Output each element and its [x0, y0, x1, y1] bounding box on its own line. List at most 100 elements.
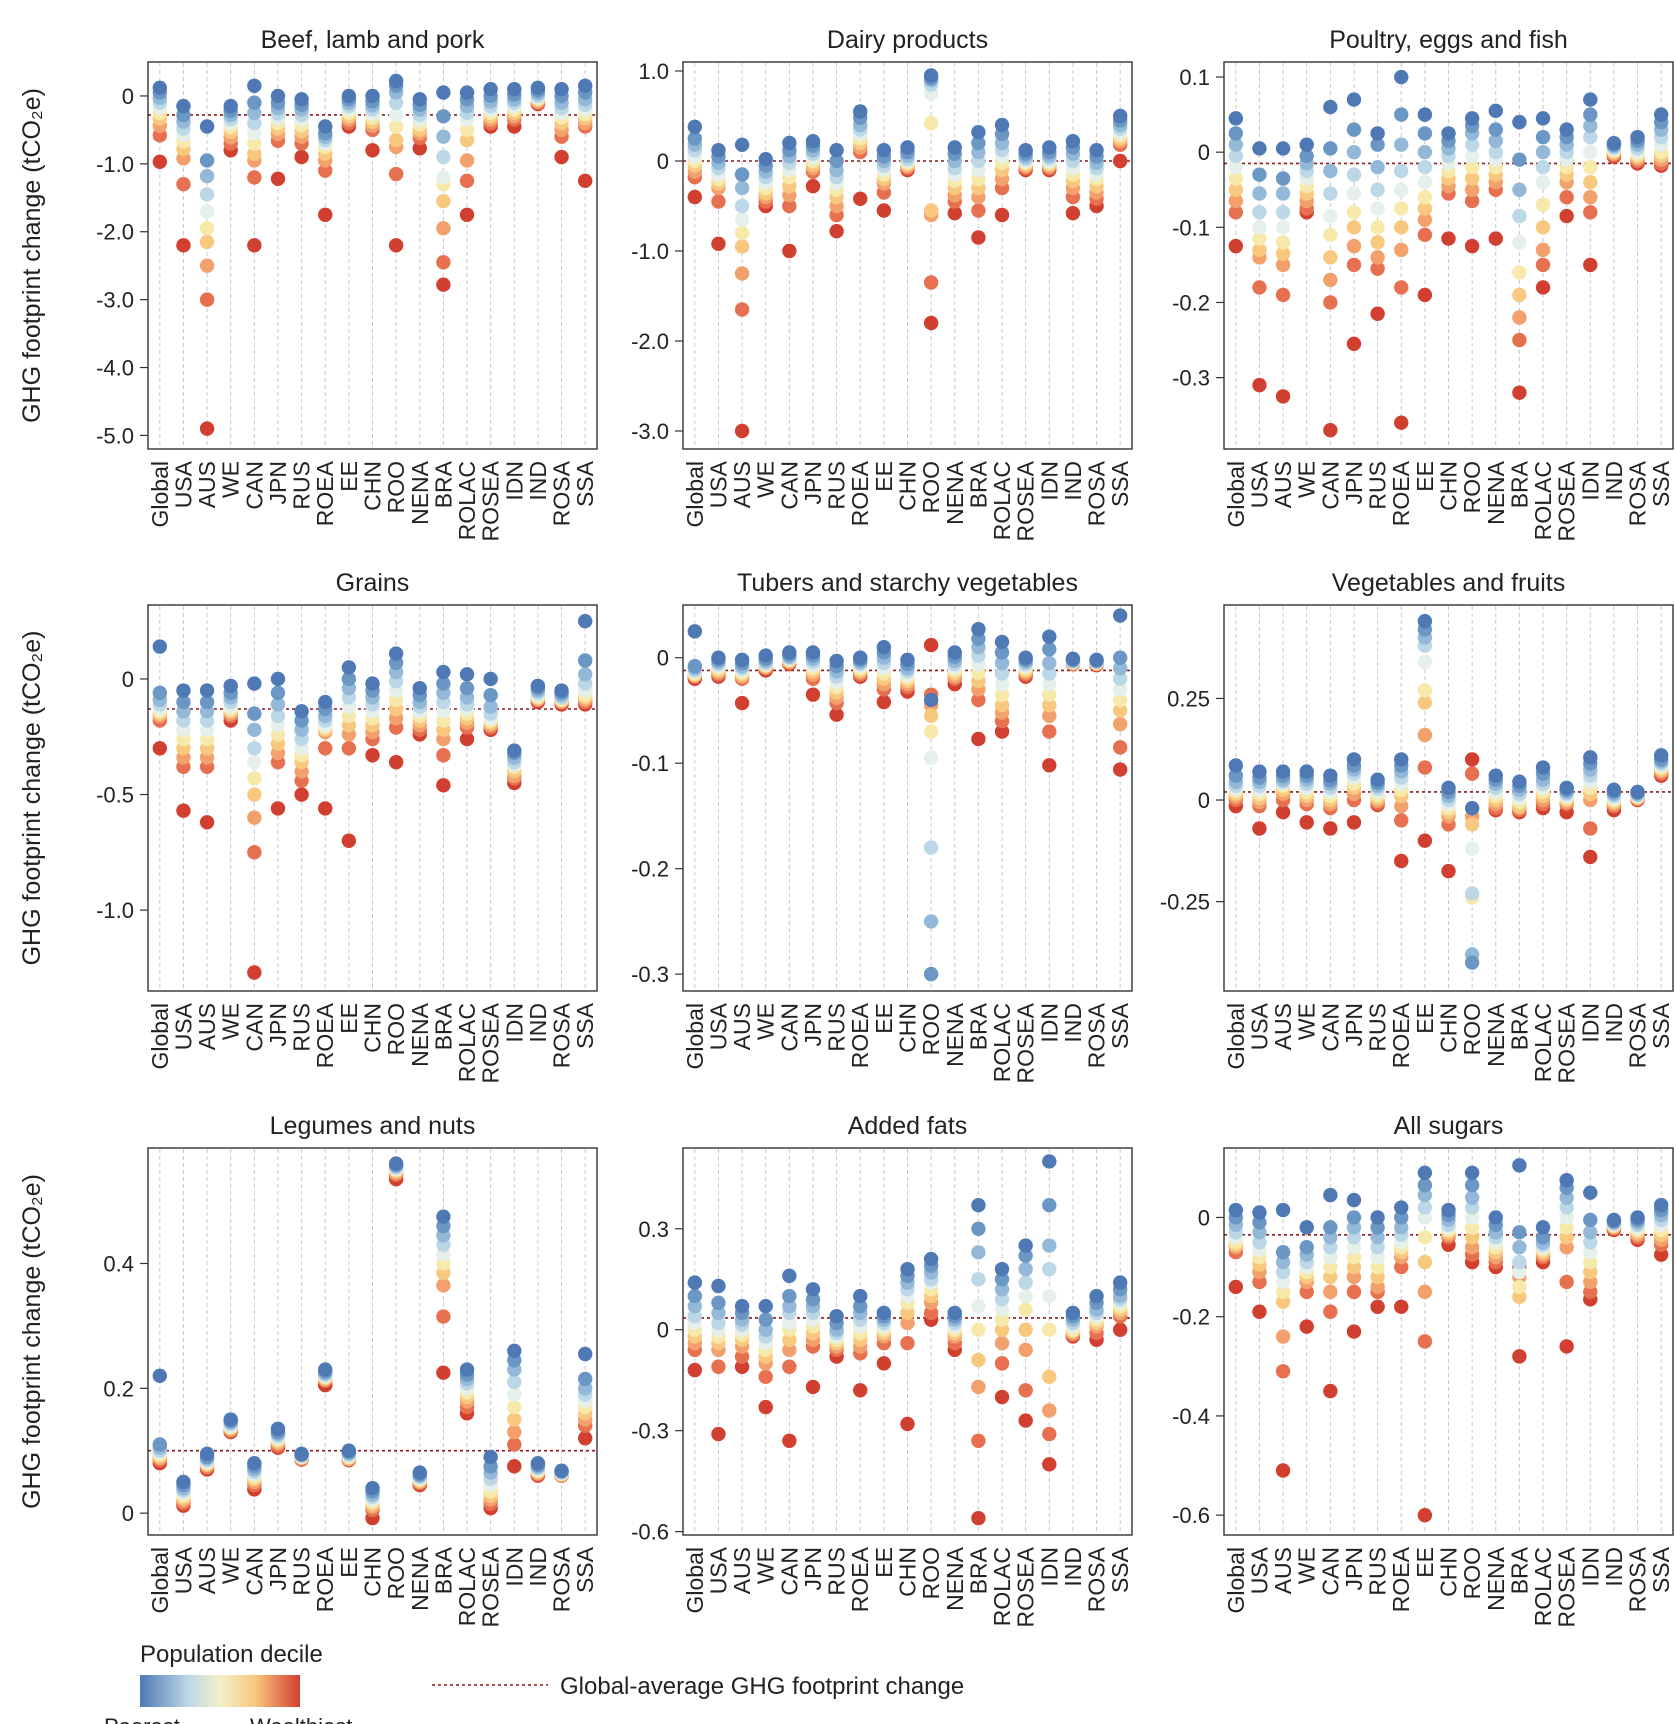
x-tick-label: CHN [360, 1547, 386, 1597]
data-point [1653, 1197, 1669, 1213]
data-point [1252, 1225, 1267, 1240]
data-point [176, 694, 191, 710]
data-point [734, 1349, 750, 1364]
data-point [1488, 122, 1503, 137]
data-point [365, 143, 380, 158]
x-tick-label: IND [1060, 461, 1086, 501]
data-point [994, 1282, 1010, 1297]
data-point [247, 754, 262, 770]
x-tick-label: EE [871, 1547, 897, 1578]
data-point [1346, 238, 1362, 254]
data-point [734, 1359, 750, 1374]
data-point [1346, 1192, 1362, 1208]
data-point [341, 1443, 357, 1458]
x-tick-label: WE [753, 1003, 779, 1040]
x-tick-label: CAN [776, 1547, 802, 1596]
data-point [1042, 1403, 1057, 1418]
data-point [436, 277, 451, 292]
x-tick-label: BRA [430, 1546, 456, 1594]
x-tick-label: ROEA [1388, 1546, 1414, 1612]
data-point [1252, 205, 1267, 220]
data-point [176, 177, 191, 192]
x-tick-label: EE [871, 1003, 897, 1034]
data-point [900, 1305, 915, 1321]
data-point [1275, 220, 1291, 235]
data-point [1417, 107, 1433, 122]
data-point [1275, 1264, 1291, 1280]
data-point [734, 1298, 750, 1314]
x-tick-label: JPN [800, 1003, 826, 1046]
x-tick-label: CAN [241, 1547, 267, 1596]
data-point [1512, 287, 1527, 303]
data-point [711, 1426, 726, 1442]
data-point [1346, 1284, 1362, 1300]
legend: Population decile Poorest Wealthiest Glo… [104, 1641, 964, 1724]
data-point [782, 1433, 797, 1448]
data-point [947, 140, 962, 155]
data-point [1583, 205, 1598, 220]
data-point [1228, 205, 1244, 220]
x-tick-label: RUS [289, 461, 315, 510]
data-point [876, 1356, 892, 1371]
data-point [1464, 1165, 1480, 1181]
panel-1: Beef, lamb and pork 0 -1.0 -2.0 -3.0 -4.0 -5.0… [96, 26, 598, 542]
data-point [199, 292, 215, 307]
data-point [318, 801, 333, 816]
data-point [994, 1322, 1010, 1337]
data-point [199, 815, 215, 830]
data-point [1583, 821, 1598, 836]
data-point [782, 1342, 797, 1358]
data-point [1583, 750, 1598, 765]
plot-frame [147, 1147, 598, 1536]
data-point [971, 1198, 986, 1213]
data-point [1559, 1173, 1574, 1188]
legend-line-label: Global-average GHG footprint change [560, 1673, 964, 1700]
data-point [1112, 703, 1128, 718]
data-point [1535, 760, 1551, 775]
panel-title: Legumes and nuts [270, 1112, 476, 1140]
y-tick-label: 0 [122, 84, 134, 109]
data-point [1583, 118, 1598, 134]
data-point [734, 423, 750, 439]
x-tick-label: ROO [918, 1003, 944, 1055]
data-point [1488, 768, 1503, 783]
panel-title: All sugars [1394, 1112, 1504, 1140]
data-point [734, 695, 750, 711]
x-tick-label: AUS [729, 461, 755, 508]
panel-title: Dairy products [827, 26, 988, 54]
data-point [1252, 231, 1267, 246]
data-point [1323, 163, 1338, 179]
data-point [1464, 148, 1480, 164]
data-point [1275, 246, 1291, 261]
x-tick-label: BRA [1506, 460, 1532, 508]
x-tick-label: USA [705, 1546, 731, 1594]
y-tick-label: -0.6 [631, 1520, 669, 1545]
data-point [1346, 92, 1362, 107]
data-point [994, 207, 1010, 223]
data-point [1323, 1259, 1338, 1275]
x-tick-label: Global [682, 461, 708, 527]
data-point [199, 234, 215, 250]
data-point [1535, 242, 1551, 258]
plot-frame [682, 1147, 1133, 1536]
data-point [152, 1437, 168, 1452]
data-point [1323, 99, 1338, 115]
data-point [341, 671, 357, 687]
y-tick-label: 0 [657, 149, 669, 174]
x-tick-label: ROSA [1625, 1002, 1651, 1068]
data-point [1512, 152, 1527, 167]
data-point [1299, 764, 1314, 779]
data-point [530, 678, 546, 694]
data-point [971, 1433, 986, 1448]
data-point [1583, 175, 1598, 190]
data-point [1512, 114, 1527, 130]
data-point [1065, 1305, 1081, 1321]
x-tick-label: SSA [572, 1546, 598, 1593]
panel-7: Legumes and nuts 0.4 0.2 0 GlobalUSAAUSWECAN… [103, 1112, 598, 1628]
data-point [805, 134, 821, 149]
data-point [1559, 1230, 1574, 1245]
data-point [1018, 1248, 1033, 1263]
x-tick-label: ROSA [549, 1002, 575, 1068]
data-point [994, 687, 1010, 702]
data-point [1417, 1200, 1433, 1215]
